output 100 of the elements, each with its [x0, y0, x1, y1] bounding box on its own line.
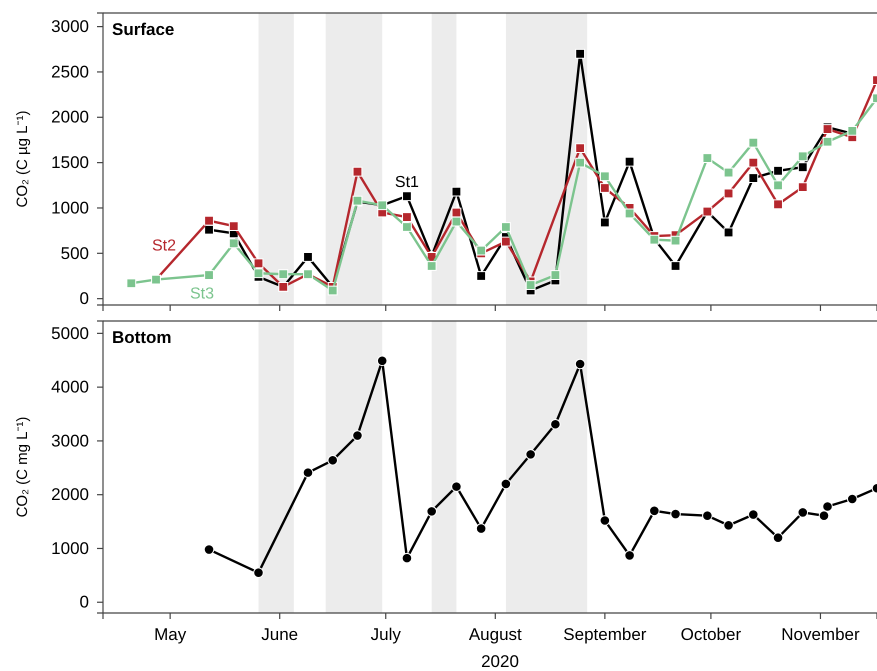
- y-tick-label: 500: [60, 244, 89, 263]
- point: [575, 143, 586, 154]
- x-tick-label: October: [680, 625, 742, 644]
- point: [822, 501, 833, 512]
- point: [574, 358, 586, 370]
- y-tick-label: 0: [80, 592, 89, 612]
- point: [476, 246, 486, 256]
- point: [723, 520, 734, 531]
- point: [452, 216, 462, 226]
- point: [748, 158, 758, 168]
- y-tick-label: 2500: [51, 62, 89, 82]
- point: [126, 278, 136, 288]
- point: [822, 136, 832, 147]
- point: [451, 481, 462, 492]
- point: [818, 510, 830, 521]
- chart-title: Surface: [112, 20, 174, 39]
- chart-title: Bottom: [112, 328, 172, 347]
- point: [846, 494, 858, 504]
- point: [702, 510, 713, 521]
- y-tick-label: 0: [80, 289, 89, 308]
- point: [724, 188, 734, 198]
- point: [670, 508, 681, 520]
- series-label: St2: [152, 238, 176, 255]
- point: [476, 271, 486, 281]
- point: [278, 269, 288, 280]
- y-axis-title: CO₂ (C µg L⁻¹): [14, 110, 31, 208]
- x-tick-label: July: [370, 625, 402, 644]
- point: [402, 191, 412, 202]
- point: [500, 222, 511, 232]
- point: [600, 218, 610, 228]
- point: [228, 221, 239, 232]
- point: [550, 418, 561, 430]
- y-tick-label: 3000: [51, 431, 89, 450]
- point: [600, 171, 610, 182]
- point: [253, 567, 264, 578]
- point: [847, 126, 858, 136]
- point: [550, 270, 560, 280]
- x-tick-label: May: [154, 625, 187, 644]
- series-label: St3: [190, 286, 214, 303]
- point: [724, 228, 734, 238]
- point: [352, 166, 362, 177]
- point: [303, 252, 313, 262]
- point: [452, 186, 462, 197]
- point: [670, 261, 680, 271]
- y-tick-label: 2000: [51, 108, 89, 127]
- point: [228, 238, 239, 248]
- point: [204, 216, 214, 226]
- point: [254, 268, 264, 278]
- point: [724, 168, 734, 178]
- point: [452, 208, 462, 218]
- point: [600, 183, 610, 193]
- series-label: St1: [394, 174, 420, 192]
- y-tick-label: 1000: [51, 538, 89, 558]
- point: [798, 182, 808, 192]
- point: [798, 162, 808, 172]
- point: [748, 173, 758, 183]
- point: [525, 449, 536, 460]
- x-axis-title: 2020: [481, 652, 519, 671]
- point: [526, 280, 536, 290]
- point: [426, 261, 437, 271]
- point: [600, 515, 610, 526]
- point: [702, 153, 712, 164]
- point: [376, 356, 388, 366]
- point: [302, 467, 314, 478]
- y-tick-label: 3000: [51, 17, 89, 36]
- point: [500, 478, 512, 490]
- point: [204, 544, 214, 555]
- point: [204, 224, 214, 235]
- y-tick-label: 4000: [51, 378, 89, 397]
- point: [500, 236, 511, 246]
- x-tick-label: November: [781, 625, 860, 644]
- y-tick-label: 5000: [51, 324, 89, 343]
- point: [327, 455, 338, 466]
- point: [748, 509, 759, 520]
- point: [773, 180, 783, 190]
- point: [624, 208, 635, 218]
- point: [649, 506, 660, 516]
- point: [402, 222, 412, 232]
- point: [352, 430, 363, 441]
- point: [402, 552, 412, 564]
- point: [426, 506, 437, 517]
- y-tick-label: 2000: [51, 485, 89, 504]
- point: [575, 48, 586, 59]
- point: [670, 236, 680, 246]
- point: [402, 212, 412, 222]
- point: [575, 158, 586, 168]
- y-tick-label: 1000: [51, 198, 89, 218]
- point: [624, 550, 635, 561]
- x-tick-label: June: [261, 625, 298, 644]
- x-tick-label: September: [563, 625, 647, 644]
- x-tick-label: August: [468, 625, 522, 644]
- point: [328, 286, 338, 296]
- point: [773, 199, 783, 210]
- point: [772, 532, 784, 543]
- point: [748, 138, 758, 148]
- point: [797, 507, 808, 518]
- point: [254, 258, 264, 268]
- point: [798, 151, 808, 162]
- point: [773, 166, 783, 176]
- y-tick-label: 1500: [51, 153, 89, 172]
